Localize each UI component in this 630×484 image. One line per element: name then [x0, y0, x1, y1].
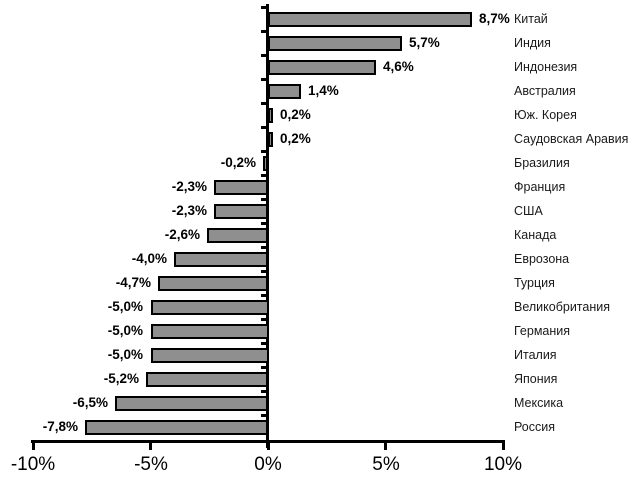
bar-value-label: 5,7%: [409, 35, 440, 50]
bar: [207, 228, 268, 243]
x-axis-tick: [267, 440, 270, 450]
x-axis-tick: [502, 440, 505, 450]
bar-value-label: 0,2%: [280, 107, 311, 122]
bar-value-label: -2,3%: [171, 203, 207, 218]
y-axis-tick: [261, 390, 267, 393]
bar: [268, 36, 402, 51]
bar-value-label: -0,2%: [220, 155, 256, 170]
bar: [158, 276, 268, 291]
category-label: Италия: [514, 348, 557, 362]
y-axis-tick: [261, 222, 267, 225]
y-axis-tick: [261, 270, 267, 273]
x-axis-tick-label: 5%: [372, 454, 400, 475]
y-axis-tick: [261, 294, 267, 297]
bar: [268, 12, 472, 27]
bar: [268, 108, 273, 123]
bar: [268, 84, 301, 99]
bar-value-label: -4,0%: [131, 251, 167, 266]
y-axis-tick: [261, 102, 267, 105]
y-axis-tick: [261, 366, 267, 369]
bar: [268, 60, 376, 75]
category-label: Канада: [514, 228, 557, 242]
category-label: Франция: [514, 180, 566, 194]
category-label: Юж. Корея: [514, 108, 577, 122]
y-axis-tick: [261, 174, 267, 177]
y-axis-tick: [261, 414, 267, 417]
y-axis-tick: [261, 198, 267, 201]
bar: [151, 348, 269, 363]
bar-value-label: -2,6%: [164, 227, 200, 242]
category-label: Великобритания: [514, 300, 610, 314]
category-label: Бразилия: [514, 156, 570, 170]
bar-value-label: 1,4%: [308, 83, 339, 98]
x-axis-tick-label: 10%: [483, 454, 523, 475]
y-axis-tick: [261, 30, 267, 33]
bar-value-label: -5,0%: [107, 299, 143, 314]
y-axis-tick: [261, 150, 267, 153]
category-label: Австралия: [514, 84, 576, 98]
bar: [214, 180, 268, 195]
category-label: Япония: [514, 372, 558, 386]
x-axis-tick: [32, 440, 35, 450]
bar: [85, 420, 268, 435]
y-axis-tick: [261, 126, 267, 129]
x-axis-tick-label: -10%: [10, 454, 56, 475]
category-label: Еврозона: [514, 252, 570, 266]
y-axis-tick: [261, 318, 267, 321]
bar-value-label: -7,8%: [42, 419, 78, 434]
category-label: Мексика: [514, 396, 564, 410]
category-label: Россия: [514, 420, 555, 434]
bar: [263, 156, 268, 171]
bar-value-label: -6,5%: [72, 395, 108, 410]
bar-value-label: -5,0%: [107, 347, 143, 362]
category-label: Турция: [514, 276, 555, 290]
category-label: Саудовская Аравия: [514, 132, 629, 146]
bar-value-label: 8,7%: [479, 11, 510, 26]
bar: [151, 324, 269, 339]
y-axis-tick: [261, 342, 267, 345]
x-axis-tick-label: -5%: [134, 454, 168, 475]
x-axis-tick: [149, 440, 152, 450]
bar: [268, 132, 273, 147]
y-axis: [266, 4, 269, 448]
bar-value-label: -5,2%: [103, 371, 139, 386]
category-label: Китай: [514, 12, 548, 26]
bar-value-label: -5,0%: [107, 323, 143, 338]
y-axis-tick: [261, 54, 267, 57]
category-label: США: [514, 204, 543, 218]
x-axis-tick: [384, 440, 387, 450]
y-axis-tick: [261, 6, 267, 9]
category-label: Индия: [514, 36, 551, 50]
bar-value-label: 4,6%: [383, 59, 414, 74]
bar: [151, 300, 269, 315]
bar: [174, 252, 268, 267]
bar-value-label: 0,2%: [280, 131, 311, 146]
bar: [146, 372, 268, 387]
y-axis-tick: [261, 246, 267, 249]
y-axis-tick: [261, 78, 267, 81]
bar: [115, 396, 268, 411]
category-label: Индонезия: [514, 60, 578, 74]
category-label: Германия: [514, 324, 571, 338]
bar-value-label: -2,3%: [171, 179, 207, 194]
bar: [214, 204, 268, 219]
x-axis-tick-label: 0%: [254, 454, 282, 475]
bar-value-label: -4,7%: [115, 275, 151, 290]
